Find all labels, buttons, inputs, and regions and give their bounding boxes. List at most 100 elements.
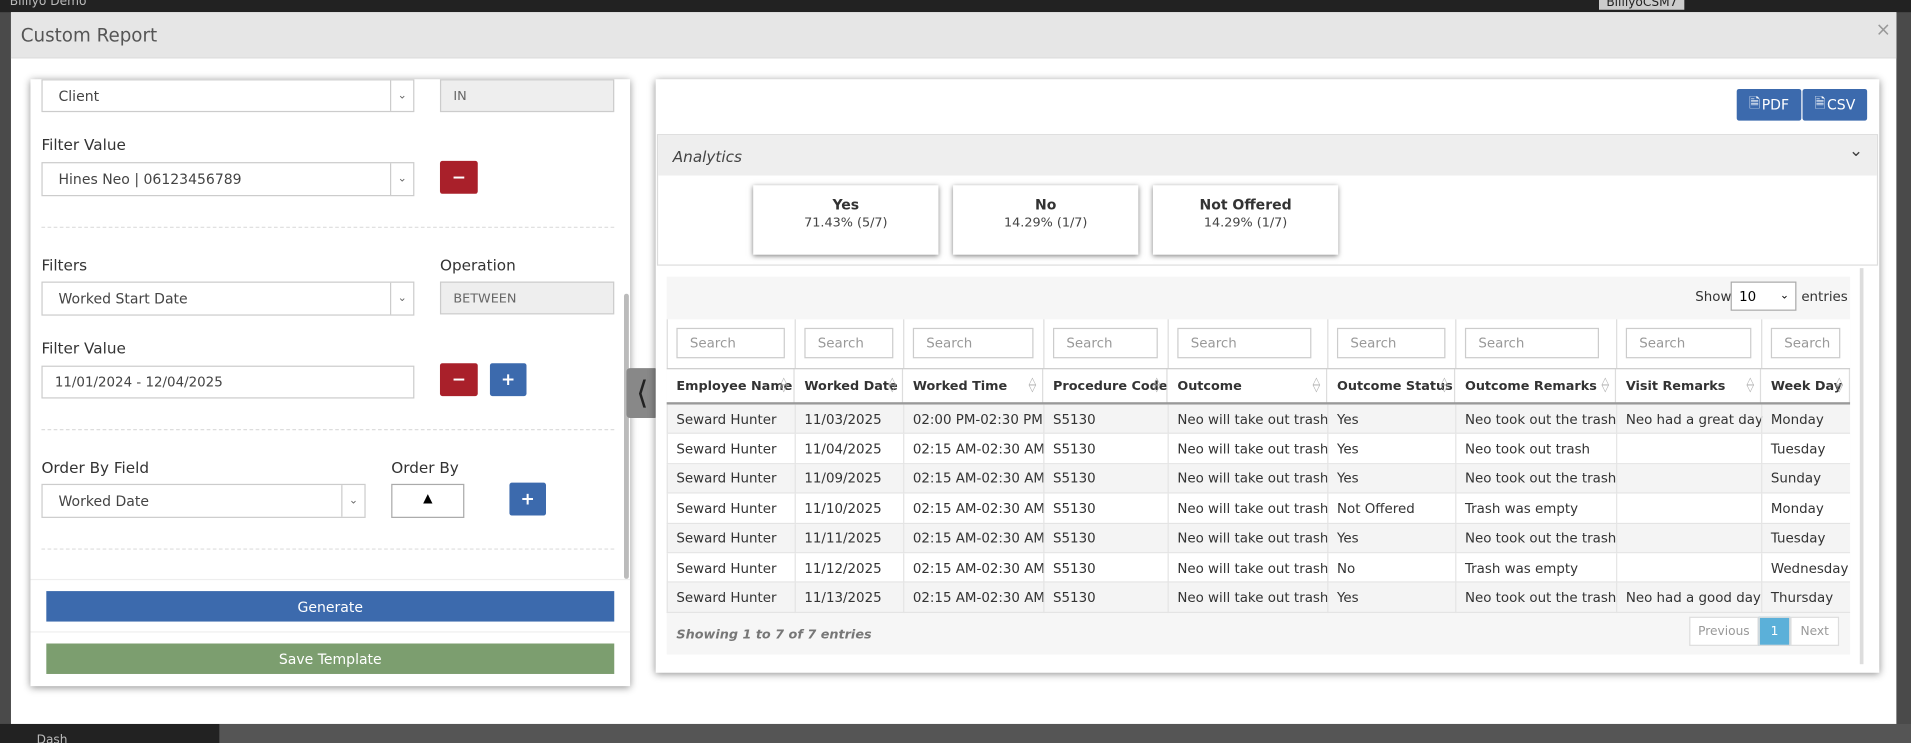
column-divider xyxy=(1761,493,1763,524)
select-text: Hines Neo | 06123456789 xyxy=(58,170,242,188)
table-cell: Seward Hunter xyxy=(676,500,777,517)
analytics-card: Yes 71.43% (5/7) xyxy=(753,185,939,255)
order-toggle[interactable]: ▲ xyxy=(391,483,465,518)
close-button[interactable]: × xyxy=(1875,18,1891,41)
card-label: No xyxy=(1035,196,1057,214)
column-search[interactable]: Search xyxy=(1625,327,1752,359)
column-divider xyxy=(794,583,796,613)
column-search[interactable]: Search xyxy=(1053,327,1158,359)
column-divider xyxy=(1455,404,1457,435)
column-header[interactable]: Procedure Code xyxy=(1043,368,1168,404)
table-cell: S5130 xyxy=(1053,441,1096,458)
sort-icon: △ ▽ xyxy=(1312,375,1321,394)
remove-button[interactable]: − xyxy=(439,160,478,194)
table-cell: Neo had a good day xyxy=(1625,589,1761,606)
table-cell: Seward Hunter xyxy=(676,441,777,458)
column-divider xyxy=(1761,319,1763,369)
column-divider xyxy=(1616,493,1618,524)
app-bar: Billiyo Demo BilliyoCSM7 xyxy=(0,0,1911,13)
column-divider xyxy=(1616,523,1618,554)
table-row xyxy=(666,553,1851,584)
column-divider xyxy=(1327,434,1329,465)
column-header[interactable]: Worked Date xyxy=(795,368,904,404)
page-button[interactable]: 1 xyxy=(1758,616,1791,646)
divider xyxy=(41,226,615,228)
table-cell: Seward Hunter xyxy=(676,411,777,428)
menu-item[interactable]: Dash xyxy=(36,733,68,743)
column-search[interactable]: Search xyxy=(1177,327,1312,359)
column-divider xyxy=(666,493,668,524)
column-divider xyxy=(1167,319,1169,369)
column-divider xyxy=(903,404,905,435)
column-divider xyxy=(1616,583,1618,613)
column-header[interactable]: Outcome xyxy=(1168,368,1328,404)
filter-field-select[interactable]: Client ⌄ xyxy=(41,79,415,113)
column-search[interactable]: Search xyxy=(676,327,785,359)
column-search[interactable]: Search xyxy=(912,327,1034,359)
remove-button[interactable]: − xyxy=(439,363,478,397)
csv-button[interactable]: 🗎 CSV xyxy=(1802,88,1868,121)
analytics-header[interactable]: Analytics ⌄ xyxy=(658,135,1877,176)
column-search[interactable]: Search xyxy=(1770,327,1841,359)
field-label: Filter Value xyxy=(41,135,126,154)
analytics-title: Analytics xyxy=(672,147,742,166)
sort-icon: △ ▽ xyxy=(888,375,896,394)
operation-field: BETWEEN xyxy=(439,281,615,315)
analytics-card: No 14.29% (1/7) xyxy=(953,185,1139,255)
field-label: Operation xyxy=(439,255,516,275)
modal: Custom Report × Client ⌄ IN Filter Value … xyxy=(10,12,1897,724)
table-cell: Neo took out trash xyxy=(1464,441,1591,458)
date-range-input[interactable]: 11/01/2024 - 12/04/2025 xyxy=(41,365,415,399)
column-divider xyxy=(794,404,796,435)
page-button[interactable]: Previous xyxy=(1689,616,1759,646)
add-button[interactable]: + xyxy=(489,363,527,397)
column-divider xyxy=(1616,434,1618,465)
column-divider xyxy=(1455,434,1457,465)
generate-button[interactable]: Generate xyxy=(46,591,615,622)
table-cell: Neo will take out trash xyxy=(1177,560,1329,577)
card-value: 14.29% (1/7) xyxy=(1003,215,1088,231)
report-panel: 🗎 PDF 🗎 CSV Analytics ⌄ Yes 71.43% (5/7) N… xyxy=(655,79,1880,673)
column-header[interactable]: Visit Remarks xyxy=(1616,368,1762,404)
column-divider xyxy=(1761,523,1763,554)
field-label: Filters xyxy=(41,255,88,275)
column-divider xyxy=(903,319,905,369)
page-button[interactable]: Next xyxy=(1790,616,1840,646)
save-template-button[interactable]: Save Template xyxy=(46,643,615,674)
column-divider xyxy=(1167,434,1169,465)
user-name[interactable]: BilliyoCSM7 xyxy=(1599,0,1685,10)
table-cell: Seward Hunter xyxy=(676,471,777,487)
filter-field-select[interactable]: Worked Start Date ⌄ xyxy=(41,281,415,316)
table-cell: Tuesday xyxy=(1770,530,1826,547)
pdf-button[interactable]: 🗎 PDF xyxy=(1736,88,1802,121)
column-divider xyxy=(1327,404,1329,435)
add-button[interactable]: + xyxy=(509,482,546,516)
table-cell: 02:15 AM-02:30 AM xyxy=(912,441,1045,458)
length-label: entries xyxy=(1801,288,1848,305)
column-divider xyxy=(666,434,668,465)
select-text: Worked Date xyxy=(58,492,149,510)
column-header[interactable]: Employee Name xyxy=(667,368,795,404)
table-cell: S5130 xyxy=(1053,589,1096,606)
column-divider xyxy=(666,404,668,435)
length-select[interactable]: 10 ⌄ xyxy=(1730,281,1797,311)
column-search[interactable]: Search xyxy=(1464,327,1599,359)
field-label: Filter Value xyxy=(41,338,126,358)
table-cell: Yes xyxy=(1336,471,1359,487)
table-cell: Monday xyxy=(1770,500,1824,517)
column-search[interactable]: Search xyxy=(804,327,894,359)
column-header[interactable]: Worked Time xyxy=(903,368,1044,404)
order-field-select[interactable]: Worked Date ⌄ xyxy=(41,483,366,518)
column-header[interactable]: Week Day xyxy=(1761,368,1851,404)
collapse-toggle[interactable]: ⟨ xyxy=(626,368,659,419)
table-cell xyxy=(1616,434,1771,464)
column-divider xyxy=(794,553,796,584)
filter-value-select[interactable]: Hines Neo | 06123456789 ⌄ xyxy=(41,162,415,197)
column-search[interactable]: Search xyxy=(1336,327,1446,359)
column-header[interactable]: Outcome Status xyxy=(1327,368,1456,404)
column-divider xyxy=(1616,319,1618,369)
caret: ⌄ xyxy=(390,163,413,195)
scrollbar[interactable] xyxy=(624,293,629,579)
column-header[interactable]: Outcome Remarks xyxy=(1455,368,1617,404)
